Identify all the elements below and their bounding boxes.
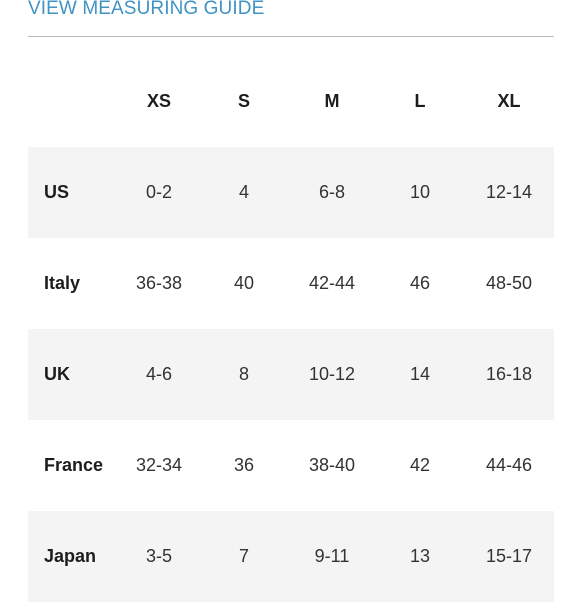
table-row: US 0-2 4 6-8 10 12-14 xyxy=(28,147,554,238)
row-label-uk: UK xyxy=(44,364,70,384)
table-cell: 10-12 xyxy=(308,364,356,384)
table-row: Japan 3-5 7 9-11 13 15-17 xyxy=(28,511,554,602)
table-cell: 14 xyxy=(409,364,431,384)
size-chart-table: XS S M L XL US 0-2 4 6-8 10 12-14 Italy … xyxy=(28,56,554,602)
table-cell: 16-18 xyxy=(485,364,533,384)
table-cell: 12-14 xyxy=(485,182,533,202)
row-label-italy: Italy xyxy=(44,273,81,293)
row-band-us xyxy=(28,164,554,220)
table-cell: 4-6 xyxy=(145,364,172,384)
row-label-japan: Japan xyxy=(44,546,97,566)
table-cell: 15-17 xyxy=(485,546,533,566)
table-cell: 44-46 xyxy=(485,455,533,475)
header-divider xyxy=(28,36,554,37)
table-cell: 40 xyxy=(233,273,255,293)
column-header-region xyxy=(28,56,118,147)
column-header-l: L xyxy=(414,91,426,111)
table-row: France 32-34 36 38-40 42 44-46 xyxy=(28,420,554,511)
table-cell: 48-50 xyxy=(485,273,533,293)
column-header-xl: XL xyxy=(497,91,521,111)
table-cell: 36 xyxy=(233,455,255,475)
view-measuring-guide-link[interactable]: VIEW MEASURING GUIDE xyxy=(28,0,265,19)
row-label-france: France xyxy=(44,455,104,475)
column-header-xs: XS xyxy=(146,91,171,111)
table-cell: 38-40 xyxy=(308,455,356,475)
table-cell: 8 xyxy=(238,364,249,384)
table-cell: 36-38 xyxy=(135,273,183,293)
table-row: Italy 36-38 40 42-44 46 48-50 xyxy=(28,238,554,329)
table-cell: 10 xyxy=(409,182,431,202)
table-cell: 3-5 xyxy=(145,546,172,566)
row-label-us: US xyxy=(44,182,70,202)
table-cell: 42 xyxy=(409,455,431,475)
row-band-uk xyxy=(28,347,554,403)
table-cell: 46 xyxy=(409,273,431,293)
table-cell: 32-34 xyxy=(135,455,183,475)
table-cell: 0-2 xyxy=(145,182,172,202)
column-header-m: M xyxy=(324,91,340,111)
table-cell: 42-44 xyxy=(308,273,356,293)
table-cell: 9-11 xyxy=(314,546,350,566)
table-cell: 13 xyxy=(409,546,431,566)
table-header-row: XS S M L XL xyxy=(28,56,554,147)
table-row: UK 4-6 8 10-12 14 16-18 xyxy=(28,329,554,420)
row-band-japan xyxy=(28,529,554,585)
table-cell: 7 xyxy=(238,546,249,566)
table-cell: 4 xyxy=(238,182,249,202)
column-header-s: S xyxy=(237,91,250,111)
table-cell: 6-8 xyxy=(318,182,345,202)
